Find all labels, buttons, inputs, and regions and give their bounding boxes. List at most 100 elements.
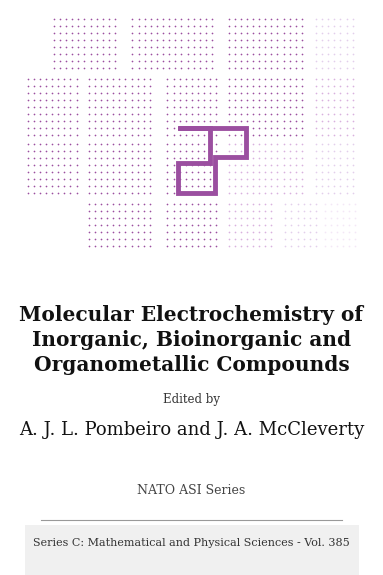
Point xyxy=(123,74,129,83)
Point xyxy=(201,234,207,243)
Point xyxy=(25,139,31,148)
Point xyxy=(250,153,256,162)
Point xyxy=(282,227,288,236)
Point xyxy=(51,28,57,37)
Point xyxy=(81,56,87,65)
Point xyxy=(325,181,331,190)
Point xyxy=(81,42,87,51)
Point xyxy=(189,81,195,90)
Point xyxy=(195,213,201,222)
Point xyxy=(135,234,141,243)
Point xyxy=(98,109,104,118)
Point xyxy=(325,139,331,148)
Point xyxy=(262,130,268,139)
Point xyxy=(129,130,135,139)
Point xyxy=(331,56,337,65)
Point xyxy=(286,188,293,197)
Point xyxy=(299,95,305,104)
Point xyxy=(104,146,110,155)
Point xyxy=(110,109,116,118)
Point xyxy=(116,74,123,83)
Point xyxy=(87,56,93,65)
Point xyxy=(207,160,213,169)
Point xyxy=(238,241,244,250)
Point xyxy=(232,81,238,90)
Point xyxy=(281,49,287,58)
Point xyxy=(147,174,153,183)
Point xyxy=(110,234,116,243)
Point xyxy=(232,213,238,222)
Point xyxy=(86,146,92,155)
Point xyxy=(189,174,195,183)
Point xyxy=(350,139,356,148)
Point xyxy=(100,28,106,37)
Point xyxy=(286,95,293,104)
Point xyxy=(244,74,250,83)
Point xyxy=(213,139,219,148)
Point xyxy=(183,130,189,139)
Point xyxy=(170,123,177,132)
Point xyxy=(86,109,92,118)
Point xyxy=(262,181,268,190)
Point xyxy=(262,63,268,72)
Point xyxy=(92,227,98,236)
Point xyxy=(195,139,201,148)
Point xyxy=(275,167,281,176)
Point xyxy=(123,146,129,155)
Point xyxy=(189,220,195,229)
Point xyxy=(92,206,98,215)
Point xyxy=(31,181,37,190)
Point xyxy=(25,88,31,97)
Point xyxy=(275,49,281,58)
Point xyxy=(344,35,350,44)
Point xyxy=(275,28,281,37)
Point xyxy=(69,35,75,44)
Point xyxy=(147,88,153,97)
Point xyxy=(172,28,178,37)
Point xyxy=(61,95,67,104)
Point xyxy=(226,49,232,58)
Point xyxy=(250,188,256,197)
Point xyxy=(213,123,219,132)
Point xyxy=(226,116,232,125)
Point xyxy=(37,174,43,183)
Point xyxy=(344,123,350,132)
Point xyxy=(170,167,177,176)
Point xyxy=(299,74,305,83)
Point xyxy=(244,160,250,169)
Point xyxy=(37,81,43,90)
Point xyxy=(281,123,287,132)
Point xyxy=(322,206,328,215)
Point xyxy=(98,220,104,229)
Point xyxy=(337,102,344,111)
Point xyxy=(238,146,244,155)
Point xyxy=(43,130,49,139)
Point xyxy=(328,213,334,222)
Point xyxy=(86,123,92,132)
Point xyxy=(189,160,195,169)
Point xyxy=(170,227,177,236)
Point xyxy=(313,35,319,44)
Point xyxy=(104,234,110,243)
Point xyxy=(232,139,238,148)
Point xyxy=(160,21,166,30)
Point xyxy=(262,167,268,176)
Point xyxy=(63,56,69,65)
Point xyxy=(313,199,319,208)
Point xyxy=(106,56,112,65)
Point xyxy=(86,153,92,162)
Point xyxy=(191,63,197,72)
Point xyxy=(331,130,337,139)
Point xyxy=(256,146,262,155)
Point xyxy=(61,102,67,111)
Point xyxy=(67,181,74,190)
Point xyxy=(61,81,67,90)
Point xyxy=(31,116,37,125)
Point xyxy=(268,199,275,208)
Point xyxy=(325,56,331,65)
Point xyxy=(331,181,337,190)
Point xyxy=(67,74,74,83)
Point xyxy=(141,146,147,155)
Point xyxy=(129,14,136,23)
Point xyxy=(185,21,191,30)
